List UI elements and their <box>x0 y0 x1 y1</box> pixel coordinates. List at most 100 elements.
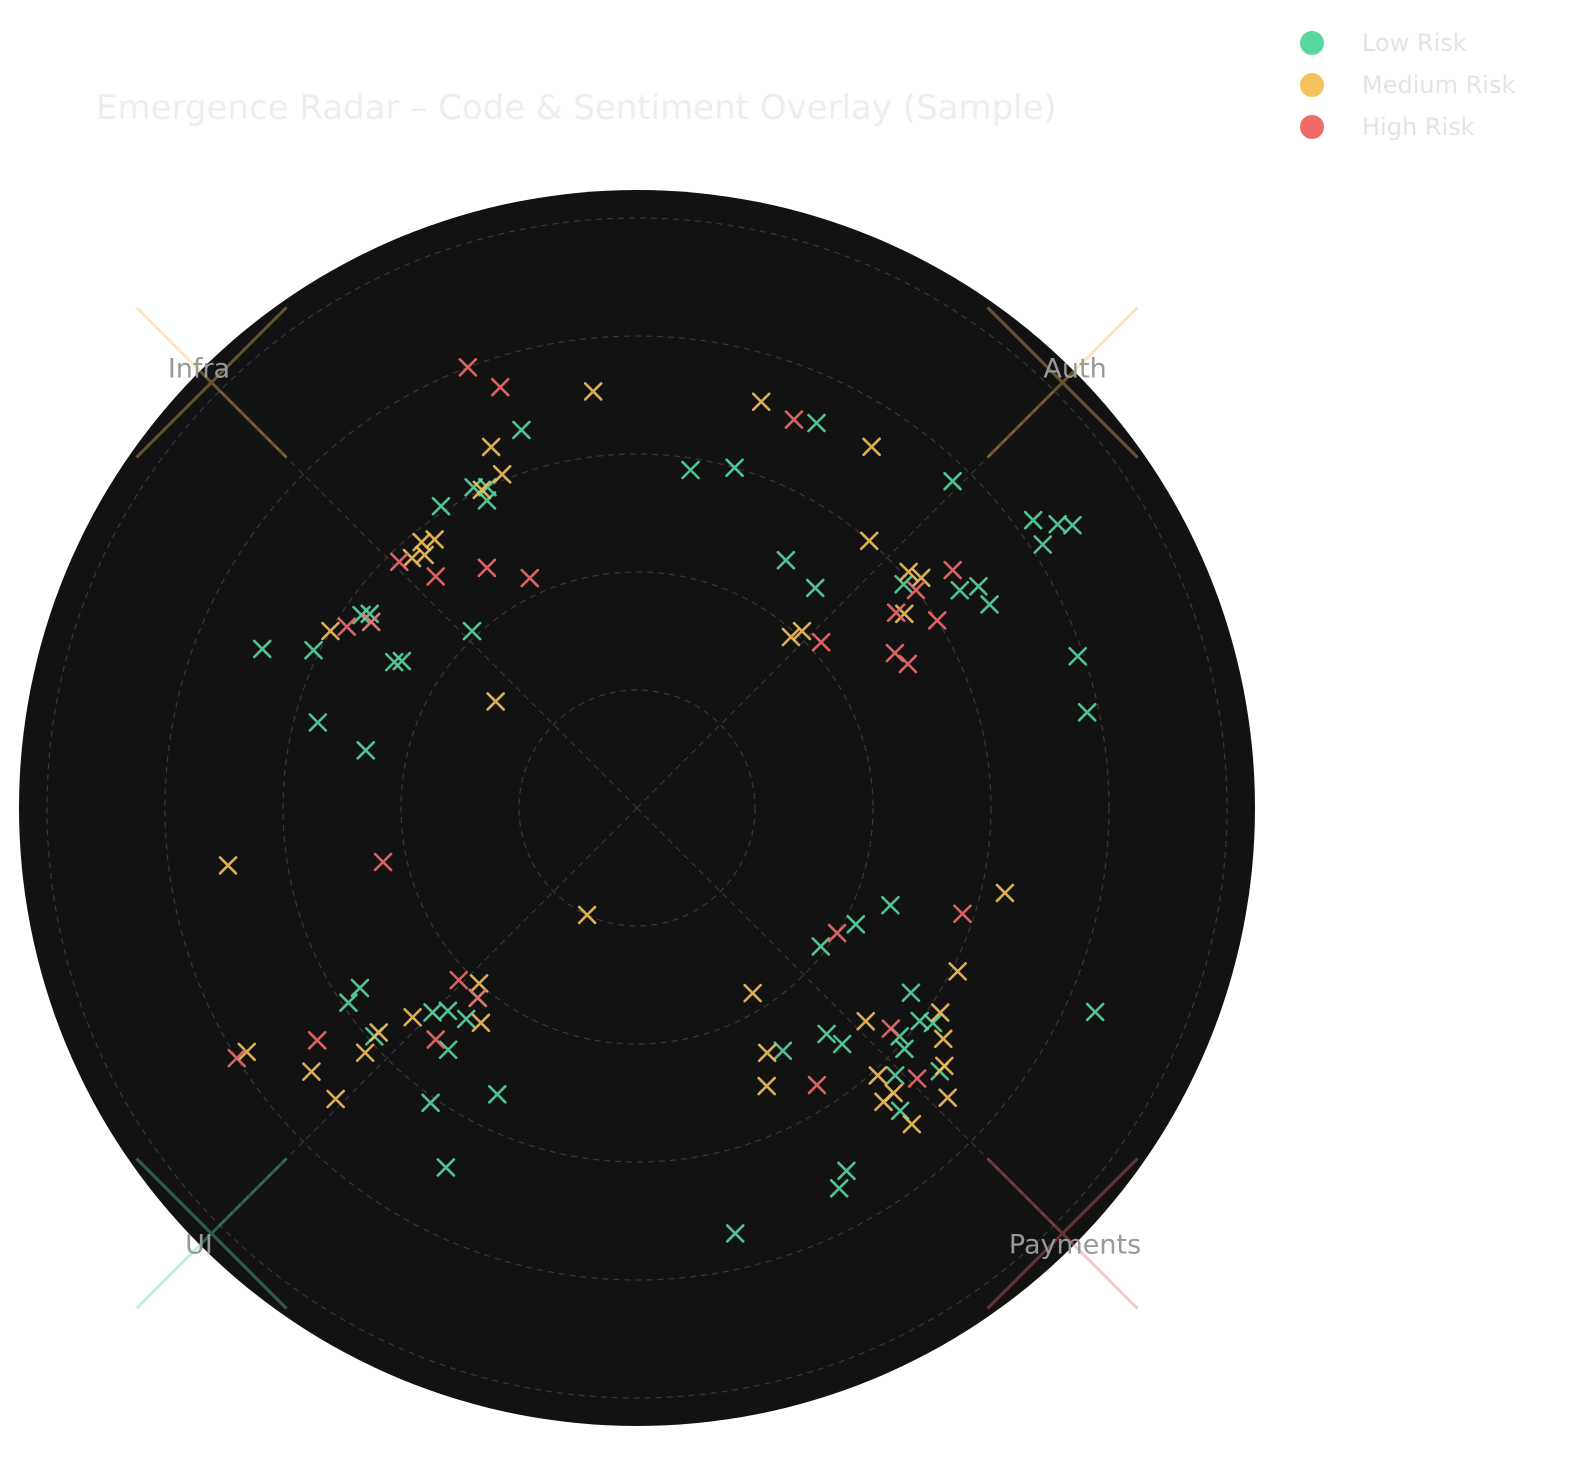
data-point <box>486 692 505 711</box>
data-point <box>995 883 1015 903</box>
data-point <box>899 562 918 582</box>
data-point <box>773 1041 793 1061</box>
data-point <box>895 1039 914 1059</box>
data-point <box>757 1043 777 1063</box>
data-point <box>490 377 510 397</box>
data-point <box>832 1034 852 1054</box>
quadrant-label-auth: Auth <box>1043 353 1106 384</box>
data-point <box>827 923 847 943</box>
legend-label: High Risk <box>1362 113 1475 141</box>
data-point <box>792 621 812 641</box>
data-point <box>906 580 926 600</box>
data-point <box>389 552 409 572</box>
data-point <box>373 852 393 872</box>
data-point <box>943 560 963 580</box>
data-point <box>751 392 771 412</box>
legend-label: Low Risk <box>1362 29 1467 57</box>
quadrant-marker-infra <box>135 306 288 459</box>
data-point <box>583 382 603 401</box>
data-point <box>901 983 921 1003</box>
data-point <box>907 1069 927 1088</box>
quadrant-labels: Auth Payments UI Infra <box>168 353 1141 1260</box>
data-point <box>886 603 906 623</box>
data-point <box>355 1043 375 1063</box>
data-point <box>469 974 489 993</box>
data-point <box>757 1076 776 1096</box>
data-point <box>361 612 381 632</box>
data-point <box>458 358 478 377</box>
data-point <box>784 410 804 429</box>
data-point <box>392 651 412 671</box>
data-point <box>412 532 431 552</box>
quadrant-marker-payments <box>986 1157 1139 1310</box>
data-point <box>980 595 999 614</box>
data-point <box>423 1003 442 1022</box>
data-point <box>881 895 900 915</box>
series-high-risk <box>227 358 972 1095</box>
data-point <box>478 477 497 497</box>
data-point <box>339 993 358 1012</box>
legend-item: Low Risk <box>1300 22 1515 64</box>
data-point <box>326 1089 345 1109</box>
data-point <box>488 1085 507 1104</box>
data-point <box>520 568 540 588</box>
data-point <box>807 1075 827 1095</box>
grid-ring-5 <box>46 217 1228 1399</box>
data-point <box>218 856 238 875</box>
data-point <box>874 1092 893 1112</box>
grid-ring-3 <box>282 453 992 1163</box>
data-point <box>948 962 967 981</box>
data-point <box>471 1013 491 1033</box>
legend-swatch <box>1300 115 1324 139</box>
data-point <box>468 988 488 1008</box>
data-point <box>302 1062 321 1081</box>
quadrant-marker-auth <box>986 306 1139 459</box>
legend-item: Medium Risk <box>1300 64 1515 106</box>
data-points <box>218 358 1105 1243</box>
data-point <box>438 1040 458 1060</box>
data-point <box>910 1011 930 1031</box>
data-point <box>384 652 404 672</box>
legend-item: High Risk <box>1300 106 1515 148</box>
data-point <box>807 413 826 433</box>
quadrant-label-payments: Payments <box>1009 1230 1141 1261</box>
data-point <box>811 632 831 652</box>
data-point <box>1023 510 1043 530</box>
grid-ring-1 <box>518 689 756 927</box>
data-point <box>1077 703 1097 722</box>
data-point <box>829 1178 849 1198</box>
data-point <box>902 1114 922 1134</box>
data-point <box>969 576 988 596</box>
data-point <box>477 491 497 510</box>
data-point <box>426 567 446 586</box>
data-point <box>856 1011 875 1031</box>
data-point <box>436 1158 456 1177</box>
data-point <box>862 437 881 457</box>
data-point <box>307 1031 327 1050</box>
data-point <box>481 437 501 457</box>
data-point <box>817 1024 836 1044</box>
data-point <box>1085 1002 1105 1022</box>
data-point <box>776 550 796 570</box>
data-point <box>577 905 597 925</box>
legend-swatch <box>1300 73 1324 97</box>
legend-swatch <box>1300 31 1324 55</box>
data-point <box>237 1042 257 1062</box>
data-point <box>927 611 947 630</box>
data-point <box>805 578 825 598</box>
data-point <box>681 460 700 480</box>
data-point <box>933 1029 953 1049</box>
grid-ring-2 <box>400 571 874 1045</box>
data-point <box>837 1161 856 1181</box>
data-point <box>1068 646 1088 666</box>
data-point <box>781 627 801 647</box>
quadrant-label-ui: UI <box>185 1230 213 1261</box>
data-point <box>894 574 913 594</box>
data-point <box>350 978 370 998</box>
quadrant-label-infra: Infra <box>168 353 230 384</box>
quadrant-marker-ui <box>135 1157 288 1310</box>
data-point <box>321 621 340 641</box>
data-point <box>725 1224 745 1243</box>
data-point <box>811 937 831 956</box>
